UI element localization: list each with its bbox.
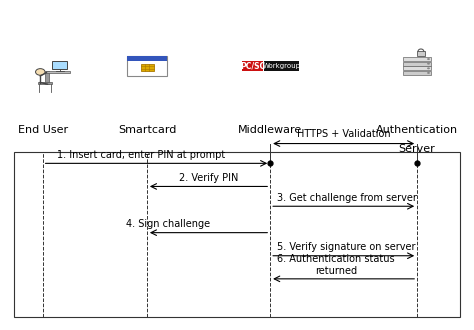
Text: Server: Server [399,144,436,153]
Bar [417,51,425,56]
Text: Authentication: Authentication [376,125,458,135]
Bar [45,71,49,84]
Circle shape [427,63,430,65]
Bar [242,61,264,71]
Bar [38,82,52,84]
Text: Workgroup: Workgroup [263,63,301,69]
Bar [52,61,67,69]
Bar [403,57,431,61]
Circle shape [427,67,430,69]
Circle shape [36,69,45,75]
Text: 5. Verify signature on server: 5. Verify signature on server [277,243,416,252]
Text: 6. Authentication status
returned: 6. Authentication status returned [277,254,395,276]
Bar [264,61,299,71]
Bar [403,66,431,70]
Text: Middleware: Middleware [238,125,302,135]
Circle shape [427,72,430,74]
Text: 1. Insert card, enter PIN at prompt: 1. Insert card, enter PIN at prompt [57,150,225,160]
Bar [14,152,460,317]
Text: PC/SC: PC/SC [240,61,265,71]
Circle shape [427,58,430,60]
Text: 2. Verify PIN: 2. Verify PIN [179,173,238,183]
Text: End User: End User [18,125,68,135]
Text: 3. Get challenge from server: 3. Get challenge from server [277,193,417,203]
Text: HTTPS + Validation: HTTPS + Validation [297,129,391,139]
Bar [127,56,167,76]
Bar [403,71,431,75]
Bar [127,56,167,61]
Text: 4. Sign challenge: 4. Sign challenge [126,219,210,229]
Text: Smartcard: Smartcard [118,125,176,135]
Bar [403,62,431,65]
Bar [46,71,70,73]
Bar [141,64,154,71]
